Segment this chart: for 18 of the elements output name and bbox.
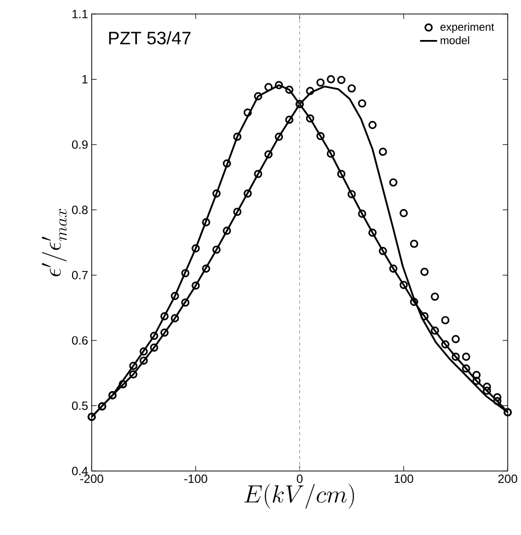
- x-tick-label: 0: [296, 474, 303, 483]
- x-axis-title: $E(kV/cm)$: [244, 484, 354, 509]
- x-tick-label: 100: [394, 474, 414, 483]
- y-axis-title: $\epsilon^\prime/\epsilon^\prime_{max}$: [42, 208, 67, 276]
- y-tick-label: 0.8: [72, 206, 88, 214]
- x-tick-label: -100: [184, 474, 208, 483]
- y-tick-label: 0.9: [72, 140, 88, 149]
- x-tick-label: 200: [498, 474, 518, 483]
- y-tick-label: 0.5: [72, 401, 88, 410]
- legend-label: model: [440, 36, 470, 44]
- y-tick-label: 0.6: [72, 336, 88, 345]
- annotation: PZT 53/47: [109, 31, 191, 44]
- y-tick-label: 1.1: [72, 10, 88, 18]
- y-tick-label: 0.7: [72, 270, 88, 280]
- y-tick-label: 1: [82, 75, 88, 84]
- legend-label: experiment: [440, 22, 494, 33]
- y-tick-label: 0.4: [72, 466, 88, 476]
- x-tick-label: -200: [80, 474, 104, 483]
